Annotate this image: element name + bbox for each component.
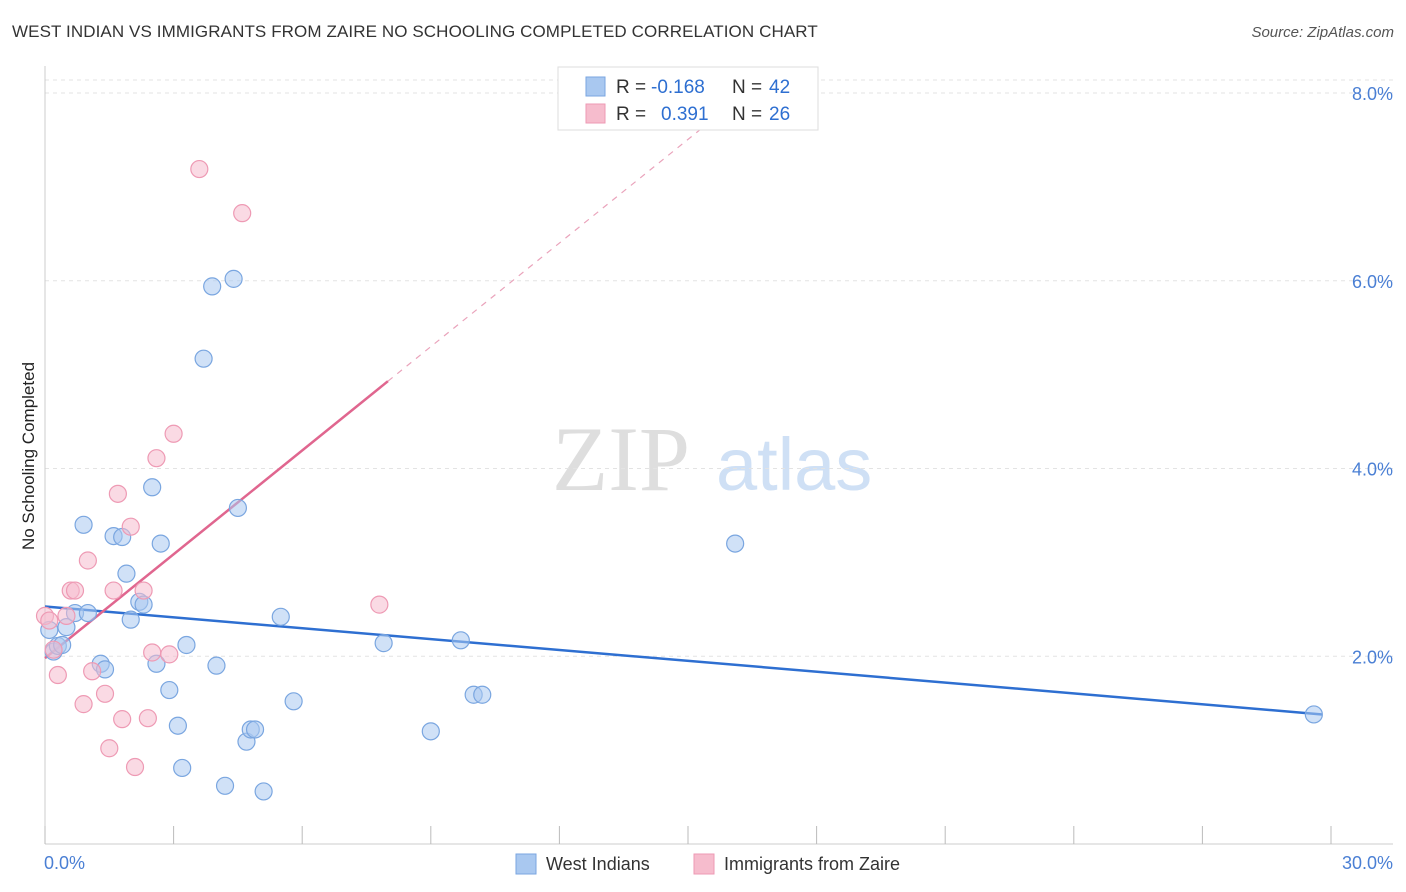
west-indian-point — [1304, 705, 1323, 724]
west-indian-point — [74, 515, 93, 534]
legend-n-value: 42 — [769, 77, 790, 98]
zaire-point — [134, 581, 153, 600]
zaire-point — [57, 606, 76, 625]
zaire-point — [138, 709, 157, 728]
zaire-point — [74, 695, 93, 714]
legend-r-value: -0.168 — [651, 77, 705, 98]
legend-n-label: N = — [732, 104, 762, 125]
west-indian-point — [177, 635, 196, 655]
legend-swatch-pink — [585, 103, 606, 124]
zaire-point — [190, 159, 209, 179]
west-indian-point — [173, 758, 192, 778]
west-indian-point — [151, 534, 170, 553]
zaire-point — [121, 517, 140, 536]
x-tick-label: 0.0% — [44, 853, 85, 873]
zaire-point — [83, 662, 102, 681]
zaire-point — [164, 424, 183, 443]
watermark-zip: ZIP — [552, 408, 690, 510]
zaire-point — [370, 595, 389, 614]
bottom-legend-west-indians: West Indians — [546, 854, 650, 874]
legend-swatch-blue — [585, 76, 606, 97]
bottom-legend: West Indians Immigrants from Zaire — [515, 853, 900, 875]
west-indian-point — [473, 685, 492, 704]
legend-box: R = -0.168 N = 42 R = 0.391 N = 26 — [557, 66, 819, 131]
zaire-point — [40, 611, 59, 630]
west-indian-point — [203, 277, 222, 296]
legend-r-label: R = — [616, 77, 646, 98]
zaire-point — [147, 449, 166, 468]
trend-line-zaire-extension — [387, 111, 723, 382]
y-axis-label: No Schooling Completed — [19, 362, 38, 550]
west-indian-point — [374, 634, 393, 653]
west-indian-point — [168, 716, 187, 735]
y-tick-label: 8.0% — [1352, 84, 1393, 104]
west-indian-point — [143, 478, 162, 497]
west-indian-point — [228, 498, 247, 518]
axes: 2.0% 4.0% 6.0% 8.0% 0.0% 30.0% — [44, 66, 1393, 873]
west-indian-point — [421, 722, 440, 741]
west-indian-point — [224, 269, 243, 288]
west-indian-point — [284, 692, 303, 711]
zaire-point — [160, 645, 179, 664]
bottom-legend-swatch-blue — [515, 853, 537, 875]
zaire-point — [48, 665, 67, 685]
zaire-point — [95, 684, 115, 703]
zaire-point — [104, 581, 123, 600]
zaire-point — [143, 643, 162, 662]
legend-n-value: 26 — [769, 104, 790, 125]
grid — [45, 79, 1393, 657]
bottom-legend-swatch-pink — [693, 853, 715, 875]
chart-source: Source: ZipAtlas.com — [1251, 24, 1394, 41]
west-indian-point — [451, 631, 470, 650]
west-indian-point — [254, 782, 273, 801]
trend-lines — [44, 111, 1323, 716]
west-indian-point — [207, 656, 226, 675]
watermark-atlas: atlas — [716, 423, 872, 506]
zaire-point — [65, 581, 85, 600]
trend-line-west-indians — [44, 605, 1323, 716]
west-indian-point — [78, 603, 97, 623]
legend-row-zaire: R = 0.391 N = 26 — [585, 103, 790, 125]
legend-r-label: R = — [616, 104, 646, 125]
zaire-point — [113, 710, 132, 729]
west-indian-point — [215, 776, 235, 795]
zaire-point — [108, 484, 127, 503]
zaire-point — [100, 739, 119, 758]
legend-row-west-indians: R = -0.168 N = 42 — [585, 76, 790, 98]
west-indian-point — [245, 720, 265, 739]
trend-line-zaire — [44, 380, 389, 660]
zaire-point — [44, 640, 63, 659]
chart-title: WEST INDIAN VS IMMIGRANTS FROM ZAIRE NO … — [12, 22, 818, 41]
y-tick-label: 4.0% — [1352, 460, 1393, 480]
west-indian-point — [160, 680, 179, 700]
west-indian-point — [117, 564, 136, 583]
west-indian-point — [194, 349, 213, 368]
bottom-legend-zaire: Immigrants from Zaire — [724, 854, 900, 874]
west-indian-point — [726, 534, 745, 553]
y-tick-label: 2.0% — [1352, 647, 1393, 667]
zaire-point — [233, 204, 252, 223]
legend-r-value: 0.391 — [661, 104, 709, 125]
legend-n-label: N = — [732, 77, 762, 98]
data-points — [35, 159, 1323, 801]
west-indian-point — [271, 607, 290, 626]
zaire-point — [78, 551, 97, 570]
x-tick-label: 30.0% — [1342, 853, 1393, 873]
y-tick-label: 6.0% — [1352, 272, 1393, 292]
west-indian-point — [121, 610, 140, 629]
zaire-point — [125, 757, 145, 777]
